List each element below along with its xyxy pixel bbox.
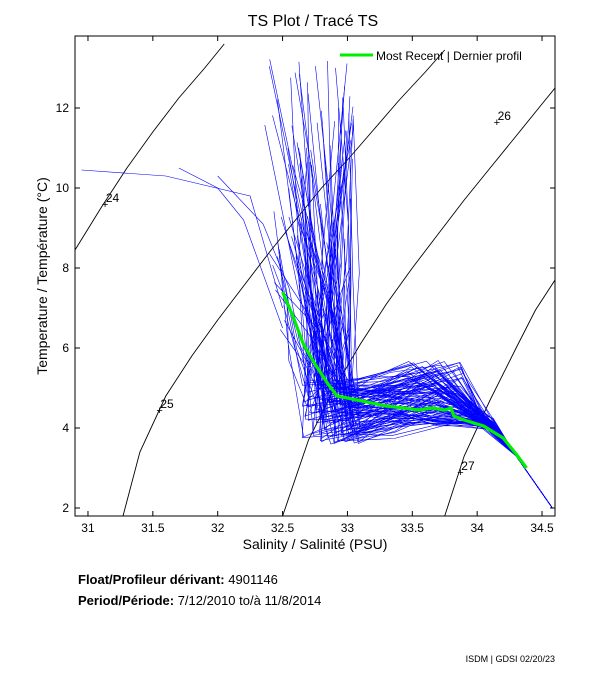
density-contours: [75, 43, 555, 516]
period-value: 7/12/2010 to/à 11/8/2014: [177, 593, 322, 608]
historical-profile: [81, 169, 283, 309]
x-tick-label: 31: [81, 521, 95, 535]
x-tick-label: 33.5: [401, 521, 425, 535]
contour-labels: 24+25+26+27+: [102, 109, 511, 479]
plot-frame: [74, 35, 556, 517]
historical-profile: [288, 164, 553, 509]
y-tick-label: 12: [56, 101, 70, 115]
period-info: Period/Période: 7/12/2010 to/à 11/8/2014: [78, 593, 321, 608]
legend-label: Most Recent | Dernier profil: [376, 49, 522, 63]
density-label-27: 27: [461, 459, 475, 473]
float-label: Float/Profileur dérivant:: [78, 572, 225, 587]
density-contour-26: [282, 87, 555, 516]
x-tick-label: 34: [470, 521, 484, 535]
density-contour-27: [444, 279, 555, 516]
x-axis: 31 31.5 32 32.5 33 33.5 34 34.5: [81, 36, 554, 535]
y-tick-label: 4: [62, 421, 69, 435]
y-tick-label: 10: [56, 181, 70, 195]
density-label-24: 24: [106, 191, 120, 205]
x-tick-label: 32: [211, 521, 225, 535]
chart-title: TS Plot / Tracé TS: [248, 13, 378, 30]
y-tick-label: 6: [62, 341, 69, 355]
float-id: 4901146: [228, 572, 278, 587]
density-marker: +: [457, 467, 463, 479]
most-recent-profile-line: [281, 291, 528, 469]
historical-profile: [178, 167, 283, 329]
density-label-25: 25: [160, 397, 174, 411]
float-info: Float/Profileur dérivant: 4901146: [78, 572, 278, 587]
density-marker: +: [156, 405, 162, 417]
density-contour-25: [122, 49, 446, 516]
period-label: Period/Période:: [78, 593, 175, 608]
historical-profile: [217, 175, 309, 389]
most-recent-profile: [281, 291, 528, 469]
density-marker: +: [102, 199, 108, 211]
ts-plot: TS Plot / Tracé TS 24+25+26+27+ 31 31.5 32…: [34, 13, 556, 552]
x-tick-label: 34.5: [530, 521, 554, 535]
x-tick-label: 33: [341, 521, 355, 535]
x-tick-label: 31.5: [141, 521, 165, 535]
y-tick-label: 8: [62, 261, 69, 275]
historical-profile: [348, 198, 553, 509]
footer-credit: ISDM | GDSI 02/20/23: [465, 654, 555, 664]
y-axis-label: Temperature / Température (°C): [34, 177, 50, 375]
x-axis-label: Salinity / Salinité (PSU): [243, 536, 388, 552]
density-label-26: 26: [498, 109, 512, 123]
x-tick-label: 32.5: [271, 521, 295, 535]
density-marker: +: [494, 117, 500, 129]
legend: Most Recent | Dernier profil: [340, 49, 522, 63]
density-contour-24: [75, 43, 225, 251]
y-tick-label: 2: [62, 501, 69, 515]
